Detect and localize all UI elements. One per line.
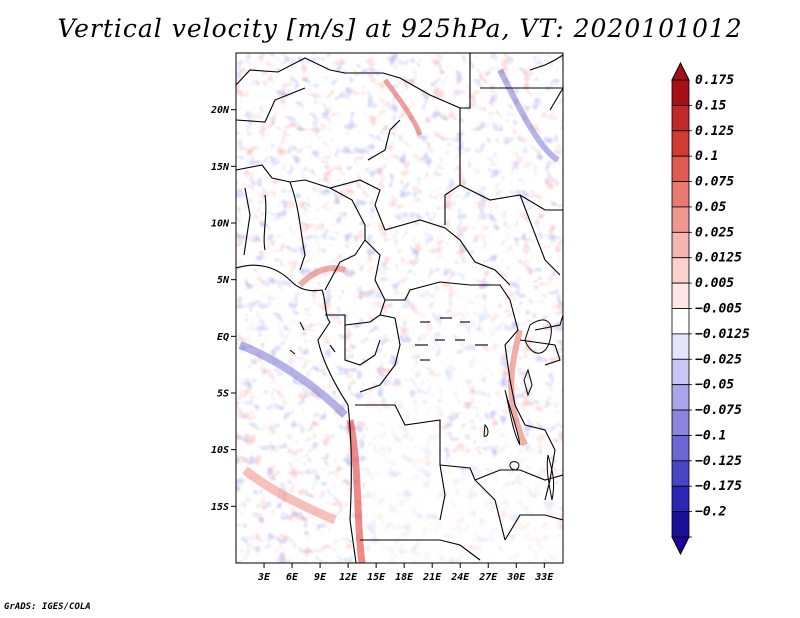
lon-tick-label: 21E [422, 572, 442, 583]
updraft-band-coast [346, 419, 366, 563]
colorbar-swatch [671, 130, 690, 157]
colorbar-label: 0.075 [695, 175, 734, 190]
colorbar-swatch [671, 231, 690, 259]
colorbar-swatch [671, 181, 690, 208]
colorbar-swatch [671, 485, 690, 513]
lat-tick-label: 5S [217, 389, 229, 400]
colorbar-swatch [671, 409, 690, 436]
colorbar: 0.175 0.15 0.125 0.1 0.075 0.05 0.025 0.0125 0.0… [671, 61, 750, 556]
lon-tick-label: 33E [534, 572, 554, 583]
lat-tick-label: 10N [211, 219, 230, 230]
colorbar-swatch [671, 308, 690, 335]
colorbar-label: −0.075 [695, 403, 742, 418]
colorbar-swatch [671, 206, 690, 233]
colorbar-label: 0.15 [695, 98, 726, 113]
basin-contours [289, 317, 488, 361]
country-borders [236, 53, 563, 563]
lat-tick-label: 5N [217, 275, 230, 286]
updraft-band-sw [242, 466, 337, 525]
lon-tick-label: 9E [314, 572, 327, 583]
lat-tick-label: 15S [211, 502, 229, 513]
colorbar-top-arrow [671, 61, 690, 81]
colorbar-label: −0.2 [695, 505, 726, 520]
lon-tick-label: 12E [339, 572, 358, 583]
lat-tick-label: 15N [211, 162, 230, 173]
colorbar-swatch [671, 435, 690, 462]
lakes [483, 319, 555, 501]
lon-tick-label: 15E [367, 572, 386, 583]
colorbar-swatch [671, 460, 690, 487]
axis-ticks: 3E 6E 9E 12E 15E 18E 21E 24E 27E 30E 33E 20N 15N 10N 5… [210, 105, 554, 583]
colorbar-swatch [671, 384, 690, 411]
lon-tick-label: 30E [506, 572, 526, 583]
field-quiet-area [360, 400, 563, 563]
colorbar-swatch [671, 358, 690, 386]
colorbar-swatch [671, 155, 690, 182]
colorbar-label: −0.05 [695, 378, 734, 393]
colorbar-label: −0.005 [695, 302, 742, 317]
colorbar-swatch [671, 282, 690, 309]
colorbar-label: 0.175 [695, 73, 734, 88]
lat-tick-label: 20N [210, 105, 230, 116]
colorbar-bottom-arrow [671, 536, 690, 556]
colorbar-swatch [671, 511, 690, 538]
updraft-band-cameroon [297, 265, 346, 288]
lat-tick-label: EQ [217, 332, 229, 343]
lon-tick-label: 18E [395, 572, 414, 583]
colorbar-swatch [671, 257, 690, 284]
lon-tick-label: 3E [257, 572, 271, 583]
downdraft-band-ocean [238, 341, 348, 418]
lat-tick-label: 10S [211, 445, 229, 456]
colorbar-label: −0.125 [695, 454, 742, 469]
colorbar-label: 0.0125 [695, 251, 742, 266]
updraft-band-sahara [382, 78, 423, 136]
field-quiet-area-north [410, 290, 510, 405]
colorbar-label: −0.025 [695, 352, 742, 367]
grads-credit: GrADS: IGES/COLA [4, 602, 91, 612]
lon-tick-label: 24E [450, 572, 470, 583]
map-title: Vertical velocity [m/s] at 925hPa, VT: 2… [57, 14, 743, 43]
colorbar-label: −0.175 [695, 479, 742, 494]
map-panel [235, 52, 564, 564]
colorbar-label: 0.1 [695, 149, 718, 164]
colorbar-label: 0.005 [695, 276, 734, 291]
colorbar-swatch [671, 79, 690, 106]
lon-tick-label: 27E [478, 572, 498, 583]
colorbar-label: 0.05 [695, 200, 726, 215]
colorbar-swatch [671, 333, 690, 360]
downdraft-band-northeast [497, 68, 560, 163]
colorbar-label: −0.0125 [695, 327, 750, 342]
colorbar-swatch [671, 104, 690, 132]
colorbar-label: −0.1 [695, 428, 726, 443]
colorbar-label: 0.125 [695, 124, 734, 139]
lon-tick-label: 6E [286, 572, 299, 583]
colorbar-label: 0.025 [695, 225, 734, 240]
